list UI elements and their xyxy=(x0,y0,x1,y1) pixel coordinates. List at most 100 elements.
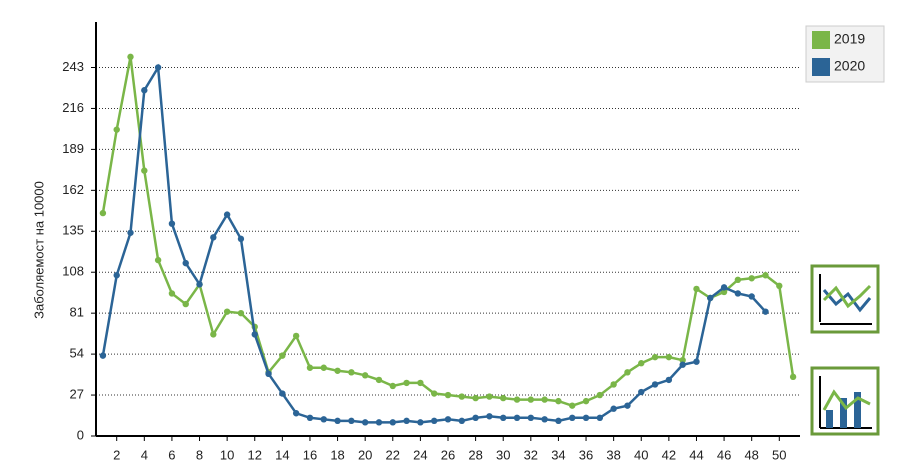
data-point xyxy=(472,394,479,402)
chart-type-line-button[interactable] xyxy=(810,264,880,334)
data-point xyxy=(237,235,245,243)
x-tick-label: 44 xyxy=(689,447,703,462)
x-tick-label: 8 xyxy=(196,447,203,462)
data-point xyxy=(196,281,203,288)
data-point xyxy=(403,379,410,387)
x-tick-label: 40 xyxy=(634,447,648,462)
data-point xyxy=(610,381,617,388)
data-point xyxy=(513,414,521,422)
data-point xyxy=(679,361,686,368)
x-tick-label: 46 xyxy=(717,447,731,462)
data-point xyxy=(472,414,479,422)
data-point xyxy=(113,272,120,279)
x-tick-label: 24 xyxy=(413,447,427,462)
data-point xyxy=(569,402,576,409)
x-tick-label: 20 xyxy=(358,447,372,462)
data-point xyxy=(638,360,645,367)
data-point xyxy=(99,209,107,217)
data-point xyxy=(486,413,493,420)
x-tick-label: 2 xyxy=(113,447,120,462)
data-point xyxy=(693,358,700,365)
data-point xyxy=(154,256,162,264)
data-point xyxy=(306,364,314,371)
data-point xyxy=(251,331,258,338)
data-point xyxy=(127,229,134,236)
y-tick-label: 189 xyxy=(62,141,84,156)
data-point xyxy=(582,397,590,405)
x-tick-label: 10 xyxy=(220,447,234,462)
data-point xyxy=(154,64,162,71)
data-point xyxy=(762,272,769,279)
data-point xyxy=(527,414,535,422)
data-point xyxy=(334,417,341,425)
data-point xyxy=(789,373,797,381)
data-point xyxy=(182,259,189,267)
data-point xyxy=(389,419,396,426)
data-point xyxy=(748,275,755,282)
data-point xyxy=(651,381,659,388)
data-point xyxy=(720,288,728,296)
y-tick-label: 108 xyxy=(62,264,84,279)
x-tick-label: 6 xyxy=(168,447,175,462)
data-point xyxy=(665,376,673,384)
data-point xyxy=(403,417,410,425)
data-point xyxy=(127,53,134,61)
x-tick-label: 32 xyxy=(524,447,538,462)
data-point xyxy=(624,402,631,409)
x-tick-label: 16 xyxy=(303,447,317,462)
data-point xyxy=(444,391,452,399)
data-point xyxy=(486,393,493,400)
data-point xyxy=(444,416,452,423)
data-point xyxy=(500,394,507,402)
data-point xyxy=(168,220,176,227)
data-point xyxy=(292,410,300,417)
y-tick-label: 27 xyxy=(70,386,84,401)
data-point xyxy=(707,294,714,302)
data-point xyxy=(292,332,300,340)
data-point xyxy=(389,382,396,390)
data-point xyxy=(458,417,466,425)
x-tick-label: 48 xyxy=(744,447,758,462)
data-point xyxy=(651,353,659,361)
x-tick-label: 28 xyxy=(468,447,482,462)
x-tick-label: 22 xyxy=(386,447,400,462)
data-point xyxy=(141,167,148,174)
data-point xyxy=(569,414,576,422)
data-point xyxy=(99,352,107,359)
data-point xyxy=(624,369,631,376)
legend-swatch xyxy=(812,31,830,49)
y-axis-label: Заболяемост на 10000 xyxy=(31,181,46,319)
data-point xyxy=(279,390,286,397)
data-point xyxy=(417,379,424,387)
data-point xyxy=(279,352,286,359)
data-point xyxy=(610,405,617,412)
x-tick-label: 42 xyxy=(662,447,676,462)
y-tick-label: 0 xyxy=(77,427,84,442)
x-tick-label: 26 xyxy=(441,447,455,462)
x-tick-label: 36 xyxy=(579,447,593,462)
data-point xyxy=(306,414,314,422)
data-point xyxy=(210,331,217,338)
data-point xyxy=(430,417,438,425)
data-point xyxy=(513,396,521,403)
data-point xyxy=(168,290,176,297)
data-point xyxy=(748,293,755,300)
data-point xyxy=(555,417,562,425)
legend-swatch xyxy=(812,58,830,76)
data-point xyxy=(113,126,120,133)
data-point xyxy=(541,416,548,423)
data-point xyxy=(596,414,604,422)
chart-type-bar-button[interactable] xyxy=(810,366,880,436)
data-point xyxy=(361,419,369,426)
y-tick-label: 135 xyxy=(62,223,84,238)
y-tick-label: 81 xyxy=(70,305,84,320)
legend-label: 2019 xyxy=(834,31,865,47)
data-point xyxy=(182,300,189,308)
data-point xyxy=(582,414,590,422)
data-point xyxy=(555,397,562,405)
data-point xyxy=(527,396,535,403)
data-point xyxy=(237,309,245,317)
data-point xyxy=(417,419,424,426)
y-tick-label: 216 xyxy=(62,100,84,115)
